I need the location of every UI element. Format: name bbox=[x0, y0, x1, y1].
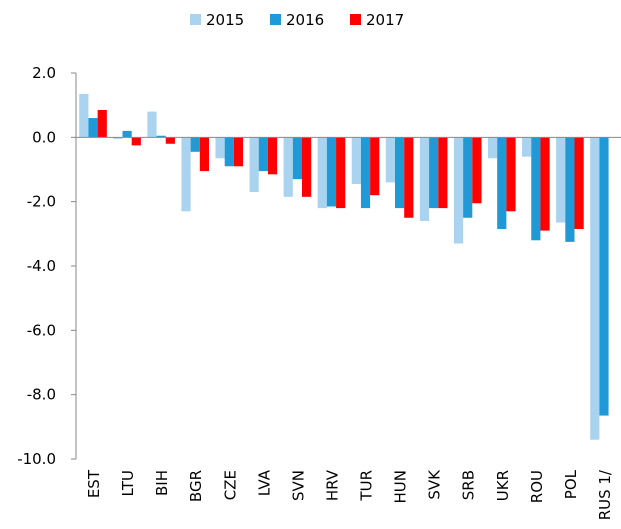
bar bbox=[522, 137, 532, 157]
bar bbox=[79, 93, 89, 138]
x-tick-label: RUS 1/ bbox=[596, 469, 614, 520]
bar bbox=[540, 137, 550, 231]
legend-swatch bbox=[190, 14, 201, 25]
x-tick-label: HUN bbox=[392, 470, 410, 503]
bar bbox=[531, 137, 541, 241]
bar bbox=[326, 137, 337, 207]
x-tick-label: POL bbox=[562, 469, 580, 499]
legend-label: 2017 bbox=[366, 11, 404, 29]
y-tick-label: -2.0 bbox=[27, 193, 56, 211]
bar bbox=[317, 137, 327, 209]
bar bbox=[181, 137, 191, 212]
legend-swatch bbox=[350, 14, 361, 25]
x-tick-label: SRB bbox=[460, 470, 478, 500]
bar bbox=[336, 137, 346, 209]
bar bbox=[370, 137, 380, 196]
x-tick-label: SVK bbox=[426, 469, 444, 500]
x-tick-label: ROU bbox=[528, 470, 546, 503]
legend-label: 2015 bbox=[206, 11, 244, 29]
bar bbox=[599, 137, 609, 416]
bar bbox=[497, 137, 507, 230]
bar bbox=[394, 137, 405, 209]
bar bbox=[165, 137, 175, 144]
bar bbox=[267, 137, 278, 175]
bar bbox=[147, 111, 157, 138]
bar bbox=[438, 137, 448, 209]
bar bbox=[302, 137, 312, 197]
x-tick-label: EST bbox=[85, 469, 103, 498]
x-tick-label: TUR bbox=[358, 470, 376, 502]
bar bbox=[215, 137, 225, 159]
y-tick-label: 2.0 bbox=[32, 64, 56, 82]
bar bbox=[131, 137, 141, 146]
y-tick-label: -4.0 bbox=[27, 257, 56, 275]
bar bbox=[487, 137, 498, 159]
bar bbox=[419, 137, 430, 221]
y-tick-label: 0.0 bbox=[32, 128, 56, 146]
bar bbox=[385, 137, 395, 183]
bar bbox=[360, 137, 371, 209]
bar bbox=[565, 137, 575, 242]
bar bbox=[190, 137, 200, 152]
bar bbox=[429, 137, 439, 209]
bar bbox=[506, 137, 516, 212]
x-tick-label: LTU bbox=[119, 470, 137, 496]
bar bbox=[590, 137, 600, 440]
bar bbox=[463, 137, 473, 218]
bar bbox=[292, 137, 303, 180]
bar bbox=[283, 137, 293, 197]
legend-label: 2016 bbox=[286, 11, 324, 29]
bar bbox=[88, 118, 98, 138]
y-tick-label: -8.0 bbox=[27, 386, 56, 404]
bar bbox=[97, 109, 107, 138]
x-tick-label: BGR bbox=[187, 470, 205, 502]
bar bbox=[574, 137, 584, 230]
bar bbox=[156, 135, 166, 138]
bar bbox=[122, 130, 132, 138]
x-tick-label: SVN bbox=[289, 470, 307, 501]
x-tick-label: UKR bbox=[494, 470, 512, 501]
bar bbox=[351, 137, 361, 184]
y-tick-label: -6.0 bbox=[27, 321, 56, 339]
y-tick-label: -10.0 bbox=[17, 450, 56, 468]
bar bbox=[472, 137, 482, 204]
x-tick-label: HRV bbox=[323, 469, 341, 501]
bar bbox=[258, 137, 268, 172]
bar bbox=[224, 137, 234, 167]
bar bbox=[556, 137, 566, 223]
bar bbox=[249, 137, 259, 193]
x-tick-label: BIH bbox=[153, 470, 171, 496]
x-tick-label: CZE bbox=[221, 470, 239, 500]
bar bbox=[233, 137, 244, 167]
legend-swatch bbox=[270, 14, 281, 25]
bar bbox=[199, 137, 210, 172]
bar bbox=[453, 137, 464, 244]
x-tick-label: LVA bbox=[255, 469, 273, 496]
bar bbox=[113, 137, 123, 139]
bar bbox=[404, 137, 414, 218]
